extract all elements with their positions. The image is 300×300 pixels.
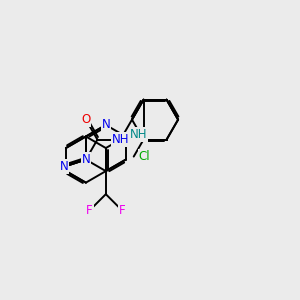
Text: N: N	[59, 160, 68, 173]
Text: F: F	[86, 204, 93, 217]
Text: O: O	[81, 113, 91, 126]
Text: N: N	[101, 118, 110, 131]
Text: Cl: Cl	[139, 150, 150, 163]
Text: NH: NH	[112, 133, 129, 146]
Text: F: F	[119, 204, 125, 217]
Text: N: N	[82, 153, 90, 166]
Text: NH: NH	[130, 128, 147, 141]
